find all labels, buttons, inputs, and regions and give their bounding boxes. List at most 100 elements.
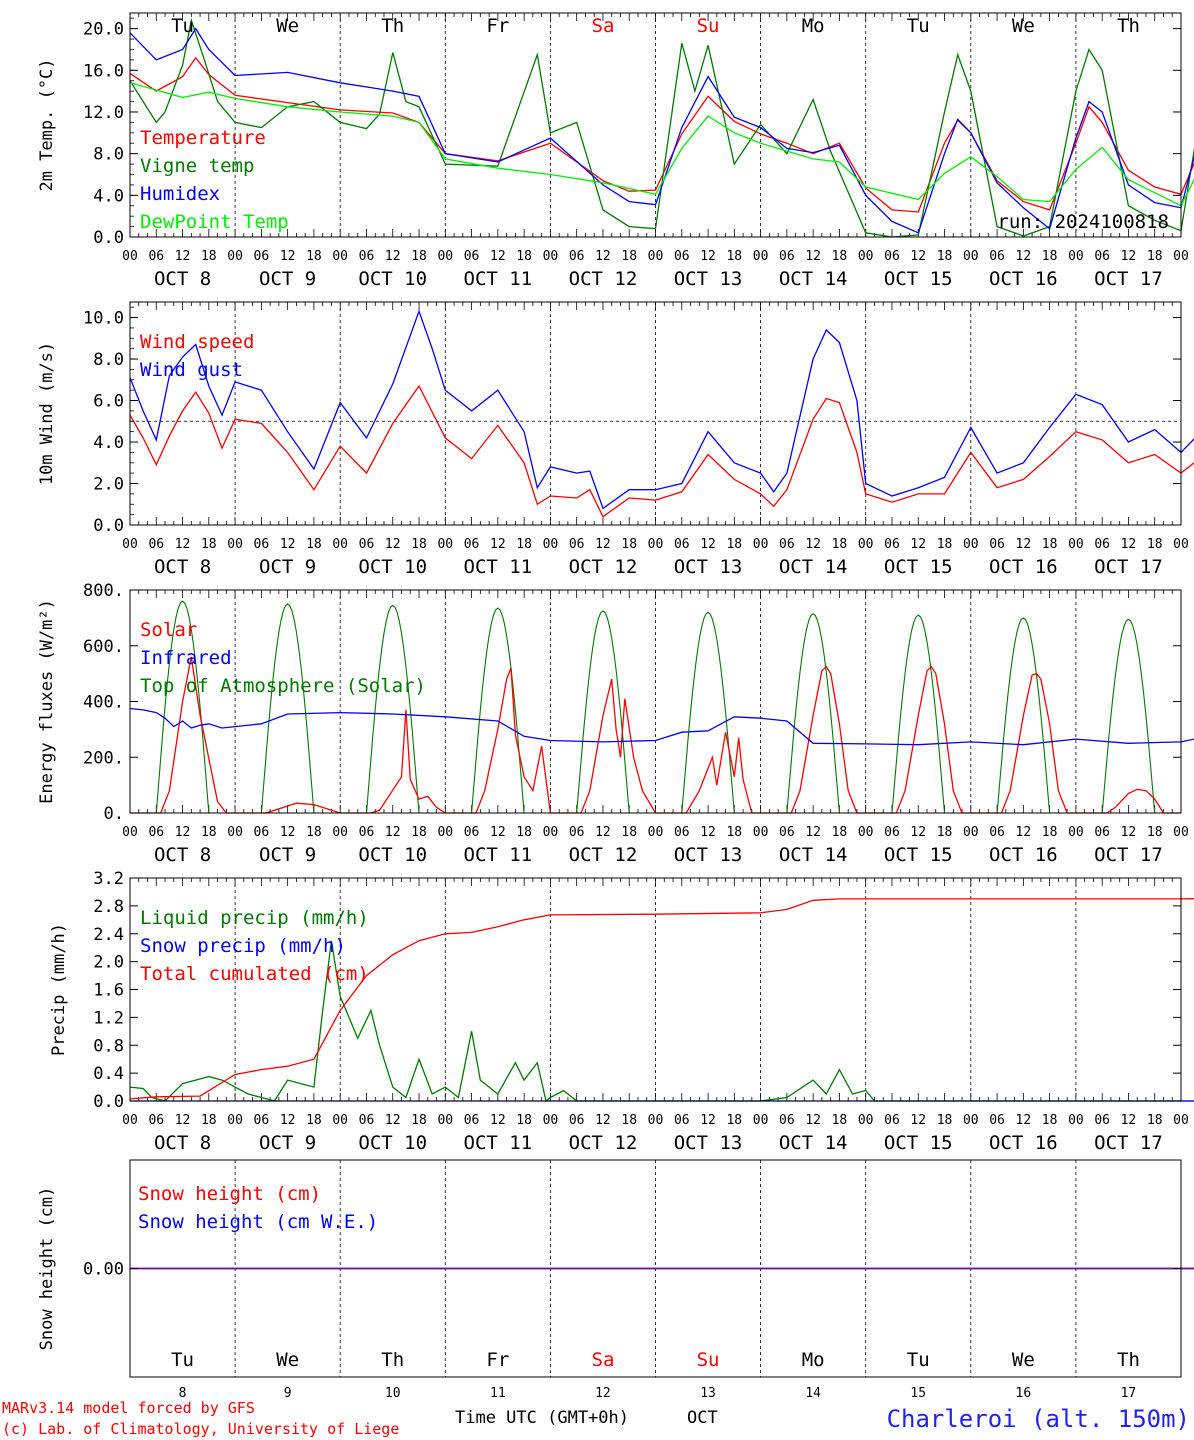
hour-label: 18: [516, 1113, 532, 1128]
date-label: OCT 9: [259, 1132, 316, 1154]
legend-entry: Wind gust: [140, 359, 243, 381]
legend-entry: Total cumulated (cm): [140, 963, 369, 985]
y-tick-label: 0.0: [93, 1092, 124, 1112]
y-axis-title: 2m Temp. (°C): [37, 58, 57, 191]
model-credit: MARv3.14 model forced by GFS: [2, 1399, 255, 1417]
weekday-label: Tu: [171, 15, 194, 37]
weekday-label: Tu: [907, 15, 930, 37]
series-line-liquid-precip-mm-h-: [129, 940, 1194, 1103]
hour-label: 00: [122, 1113, 138, 1128]
hour-label: 00: [437, 537, 453, 552]
date-number-label: 9: [284, 1386, 292, 1401]
hour-label: 00: [1068, 1113, 1084, 1128]
y-tick-label: 0.0: [93, 516, 124, 536]
weekday-label: Tu: [171, 1349, 194, 1371]
weekday-label: Th: [381, 1349, 404, 1371]
hour-label: 00: [753, 825, 769, 840]
hour-label: 06: [359, 1113, 375, 1128]
hour-label: 12: [910, 537, 926, 552]
y-tick-label: 8.0: [93, 145, 124, 165]
hour-label: 18: [621, 537, 637, 552]
hour-label: 06: [148, 537, 164, 552]
y-tick-label: 6.0: [93, 392, 124, 412]
weekday-label: Fr: [486, 1349, 509, 1371]
hour-label: 00: [122, 249, 138, 264]
date-label: OCT 13: [674, 844, 743, 866]
date-label: OCT 10: [358, 844, 427, 866]
series-line-total-cumulated-cm-: [129, 898, 1194, 1100]
hour-label: 06: [359, 825, 375, 840]
hour-label: 12: [595, 825, 611, 840]
hour-label: 06: [254, 249, 270, 264]
series-line-temperature: [129, 56, 1194, 213]
date-label: OCT 8: [154, 556, 211, 578]
hour-label: 18: [201, 537, 217, 552]
hour-label: 00: [332, 1113, 348, 1128]
hour-label: 06: [464, 537, 480, 552]
date-label: OCT 16: [989, 556, 1058, 578]
hour-label: 00: [332, 537, 348, 552]
hour-label: 12: [175, 537, 191, 552]
hour-label: 00: [227, 825, 243, 840]
date-label: OCT 14: [779, 844, 848, 866]
date-label: OCT 11: [464, 268, 533, 290]
hour-label: 12: [280, 249, 296, 264]
weekday-label: Sa: [592, 15, 615, 37]
y-tick-label: 0.0: [93, 228, 124, 248]
hour-label: 12: [595, 537, 611, 552]
weekday-label: Fr: [486, 15, 509, 37]
legend-entry: Liquid precip (mm/h): [140, 907, 369, 929]
hour-label: 12: [1016, 825, 1032, 840]
hour-label: 00: [1173, 825, 1189, 840]
hour-label: 00: [1068, 249, 1084, 264]
date-label: OCT 8: [154, 268, 211, 290]
y-tick-label: 16.0: [83, 61, 124, 81]
y-tick-label: 12.0: [83, 103, 124, 123]
y-tick-label: 2.8: [93, 897, 124, 917]
date-number-label: 13: [700, 1386, 716, 1401]
hour-label: 00: [227, 1113, 243, 1128]
y-tick-label: 0.00: [83, 1260, 124, 1280]
weekday-label: Su: [697, 1349, 720, 1371]
hour-label: 06: [884, 249, 900, 264]
hour-label: 12: [175, 249, 191, 264]
hour-label: 06: [989, 249, 1005, 264]
hour-label: 18: [1147, 1113, 1163, 1128]
hour-label: 18: [726, 249, 742, 264]
hour-label: 00: [227, 537, 243, 552]
date-label: OCT 9: [259, 268, 316, 290]
hour-label: 06: [779, 1113, 795, 1128]
hour-label: 12: [1016, 249, 1032, 264]
hour-label: 12: [805, 1113, 821, 1128]
hour-label: 18: [832, 1113, 848, 1128]
date-label: OCT 12: [569, 1132, 638, 1154]
hour-label: 06: [569, 537, 585, 552]
date-number-label: 16: [1016, 1386, 1032, 1401]
series-line-wind-gust: [129, 309, 1194, 510]
hour-label: 18: [937, 249, 953, 264]
hour-label: 06: [674, 825, 690, 840]
hour-label: 12: [595, 1113, 611, 1128]
y-tick-label: 2.0: [93, 953, 124, 973]
date-number-label: 10: [385, 1386, 401, 1401]
hour-label: 12: [385, 249, 401, 264]
date-label: OCT 10: [358, 556, 427, 578]
legend-entry: DewPoint Temp: [140, 211, 289, 233]
panel-4: 0.0 0.4 0.8 1.2 1.6 2.0 2.4 2.8 3.2 Precip (mm/h)…: [49, 869, 1194, 1154]
legend-entry: Top of Atmosphere (Solar): [140, 675, 426, 697]
hour-label: 12: [490, 249, 506, 264]
hour-label: 06: [884, 1113, 900, 1128]
date-label: OCT 14: [779, 556, 848, 578]
y-tick-label: 2.0: [93, 475, 124, 495]
panel-1: 0.0 4.0 8.0 12.0 16.0 20.0 2m Temp. (°C) Temper…: [37, 12, 1194, 290]
plot-frame: [129, 301, 1182, 526]
hour-label: 00: [753, 249, 769, 264]
series-line-infrared: [129, 707, 1194, 746]
hour-label: 12: [805, 249, 821, 264]
hour-label: 18: [1042, 825, 1058, 840]
hour-label: 18: [306, 249, 322, 264]
y-tick-label: 4.0: [93, 186, 124, 206]
hour-label: 18: [1147, 249, 1163, 264]
panel-2: 0.0 2.0 4.0 6.0 8.0 10.0 10m Wind (m/s) Wind sp…: [37, 301, 1194, 578]
y-tick-label: 0.8: [93, 1036, 124, 1056]
